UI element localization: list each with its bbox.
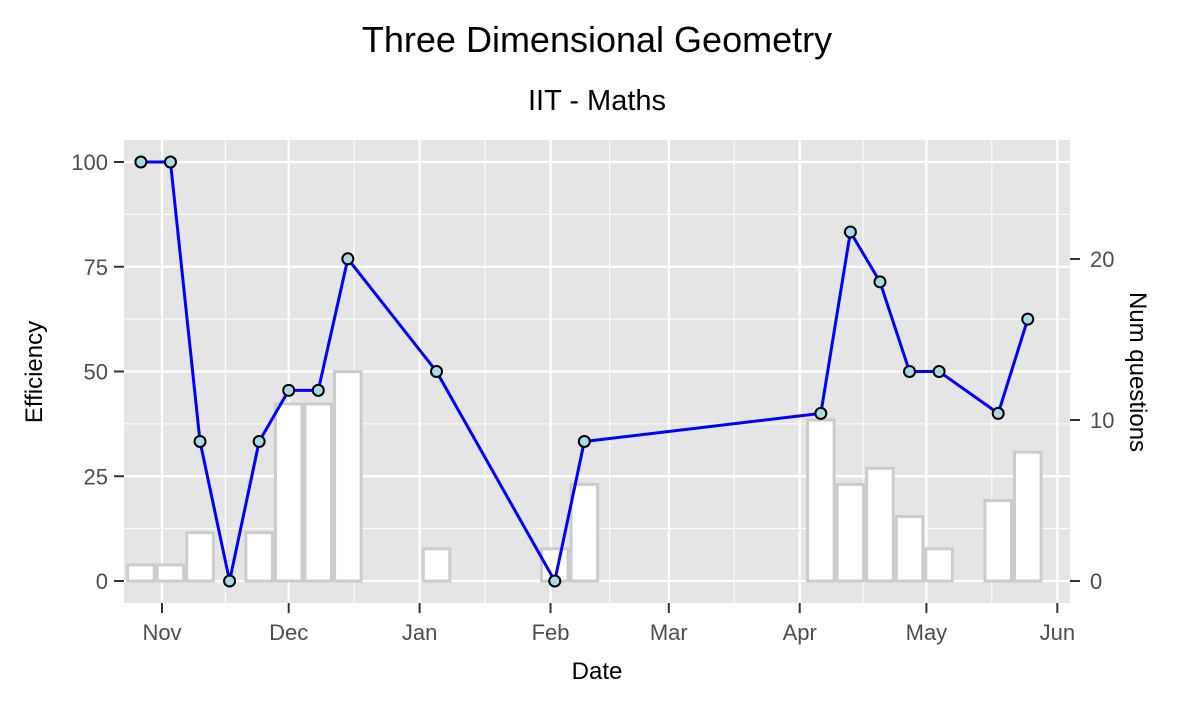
data-point: [932, 365, 946, 378]
y2-tick-label: 20: [1090, 247, 1114, 272]
data-point: [134, 155, 148, 169]
bar: [185, 531, 215, 583]
data-point: [1021, 312, 1035, 326]
y-tick-label: 50: [84, 360, 108, 385]
data-point: [843, 225, 857, 239]
bar: [244, 531, 274, 583]
data-point: [577, 434, 591, 448]
axes: 0 25 50 75 100 0 10 20 Nov Dec Jan Feb Mar Apr May Jun: [71, 150, 1114, 645]
bar: [333, 370, 363, 583]
data-point: [341, 252, 355, 266]
y2-axis-title: Num questions: [1124, 292, 1151, 452]
x-tick-label: Jun: [1040, 620, 1075, 645]
bar: [983, 499, 1013, 583]
bar: [421, 547, 452, 583]
y-tick-label: 75: [84, 255, 108, 280]
bar: [835, 482, 866, 583]
bar: [155, 563, 186, 583]
data-point: [814, 406, 828, 420]
bar: [273, 402, 304, 583]
data-point: [311, 383, 325, 397]
y-axis-title: Efficiency: [21, 321, 48, 423]
bar: [894, 515, 925, 583]
data-point: [223, 574, 237, 588]
x-axis-title: Date: [572, 658, 623, 685]
bar-series: [126, 370, 1043, 583]
data-point: [252, 434, 266, 448]
point-series: [134, 155, 1035, 588]
bar: [569, 482, 600, 583]
data-point: [991, 406, 1005, 420]
bar: [865, 466, 895, 583]
data-point: [163, 155, 177, 169]
x-tick-label: Nov: [142, 620, 181, 645]
x-tick-label: Mar: [650, 620, 688, 645]
y2-tick-label: 10: [1090, 408, 1114, 433]
y-tick-label: 100: [71, 150, 108, 175]
bar: [126, 563, 156, 583]
chart-title: Three Dimensional Geometry: [362, 19, 832, 60]
data-point: [282, 383, 296, 397]
x-tick-label: Dec: [269, 620, 308, 645]
x-tick-label: Jan: [402, 620, 437, 645]
data-point: [193, 434, 207, 448]
bar: [303, 402, 334, 583]
y-tick-label: 25: [84, 464, 108, 489]
chart-subtitle: IIT - Maths: [528, 85, 666, 117]
data-point: [873, 275, 887, 289]
data-point: [548, 574, 562, 588]
data-point: [903, 365, 917, 378]
x-tick-label: Feb: [532, 620, 570, 645]
data-point: [430, 365, 444, 378]
bar: [924, 547, 954, 583]
x-tick-label: May: [906, 620, 948, 645]
y-tick-label: 0: [96, 569, 108, 594]
y2-tick-label: 0: [1090, 569, 1102, 594]
x-tick-label: Apr: [783, 620, 817, 645]
bar: [1012, 450, 1043, 583]
bar: [806, 418, 836, 583]
